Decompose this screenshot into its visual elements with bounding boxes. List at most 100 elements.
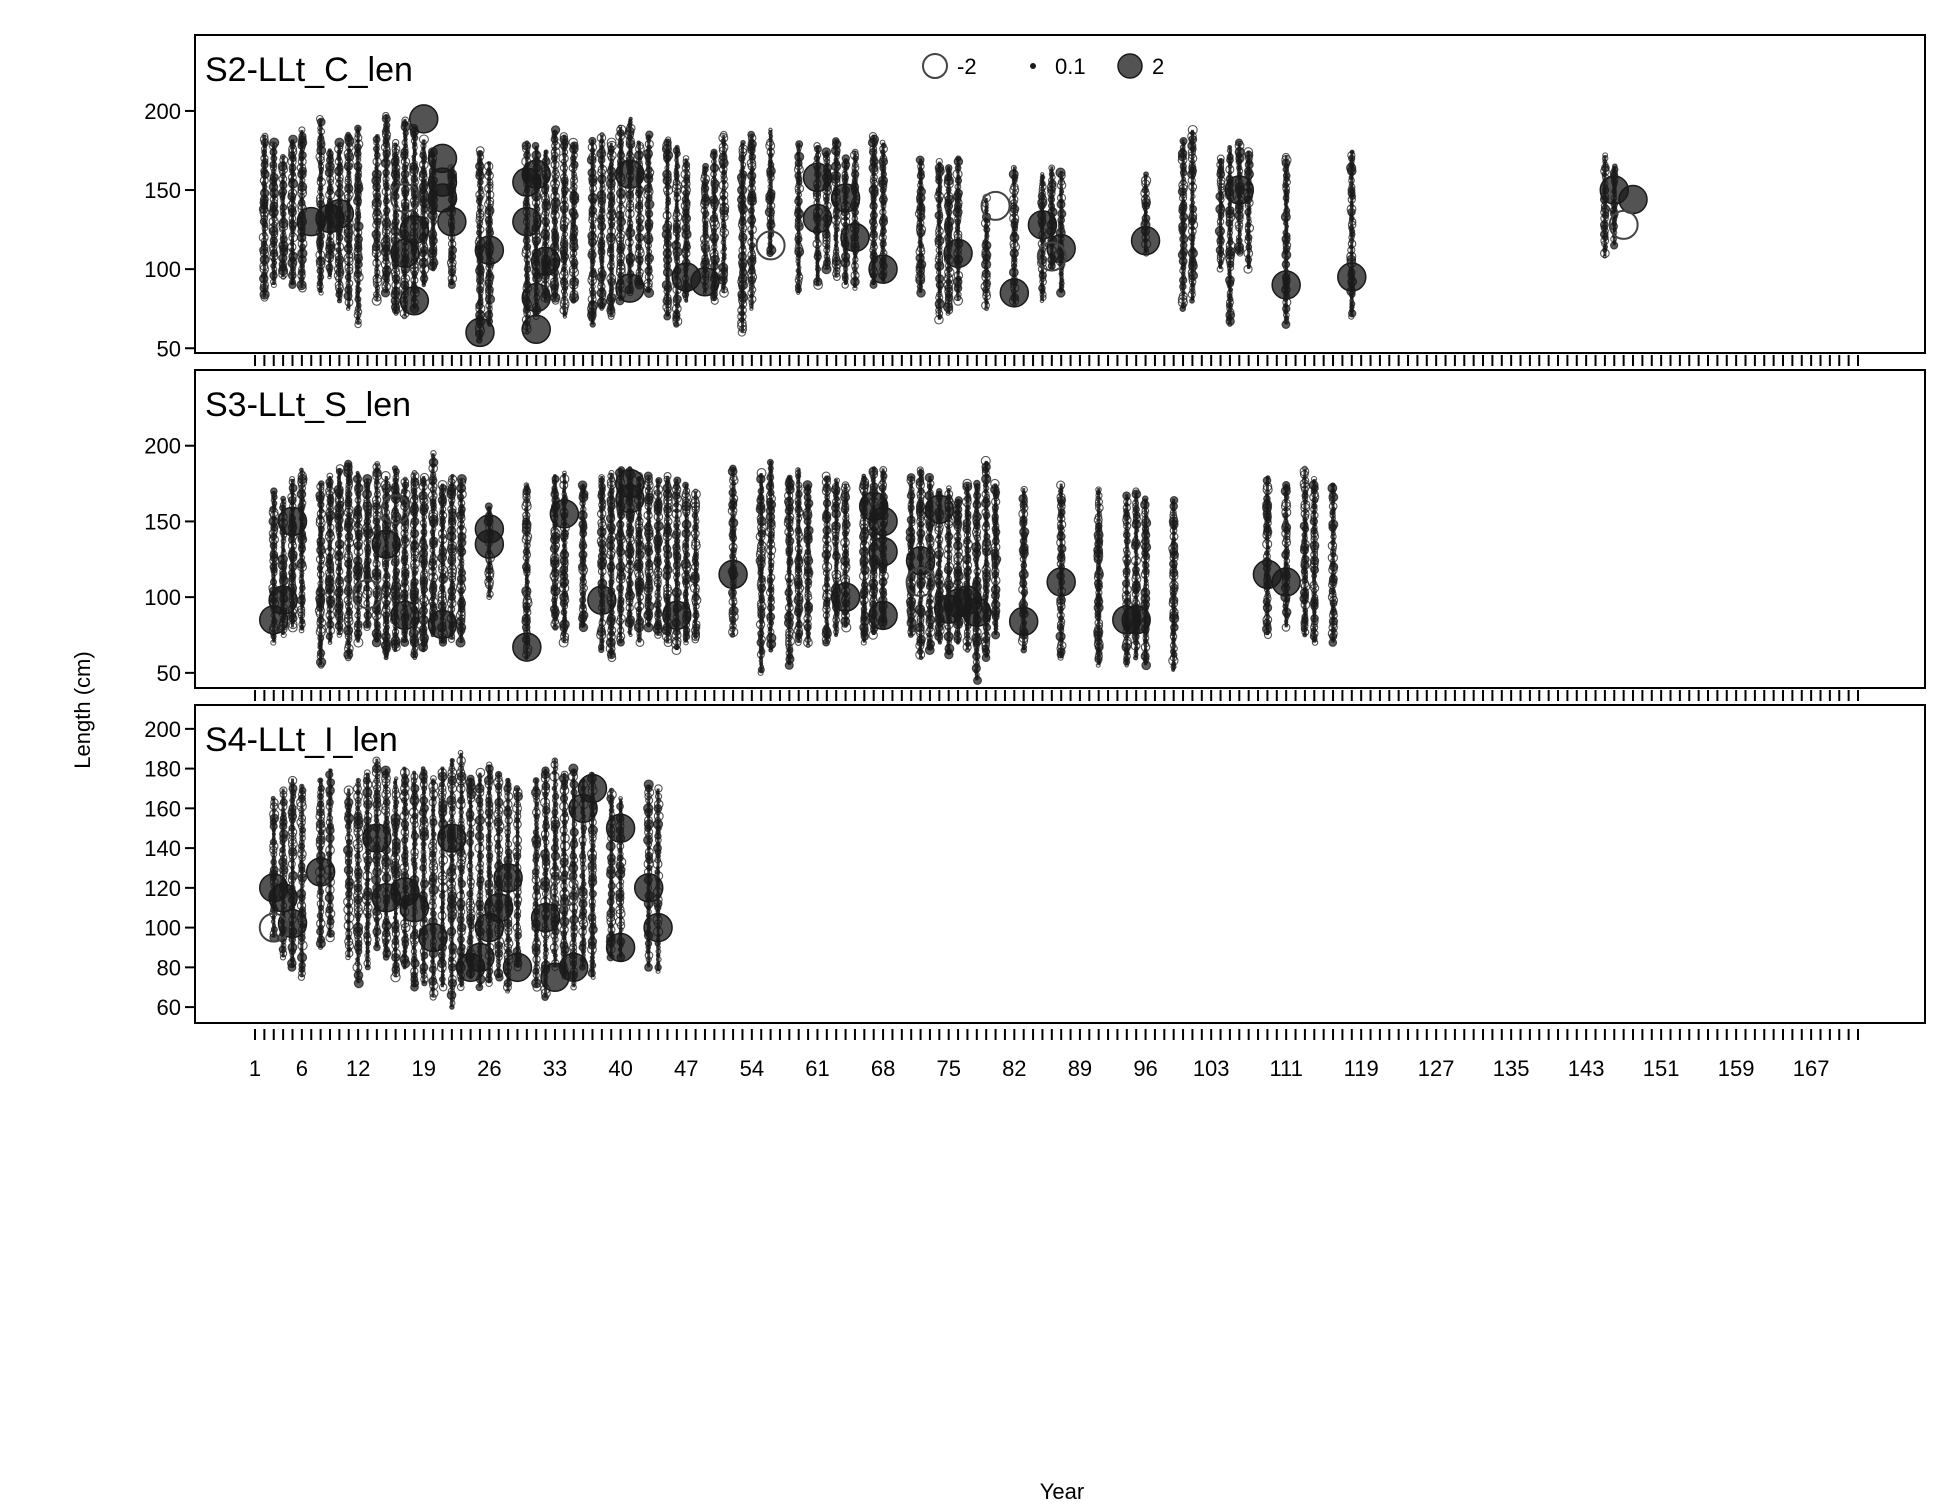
residual-column xyxy=(419,135,429,287)
residual-point xyxy=(1058,210,1066,218)
large-residual-point xyxy=(513,208,541,236)
large-residual-point xyxy=(532,247,560,275)
residual-column xyxy=(672,145,682,327)
residual-point xyxy=(544,150,548,154)
panel-title: S2-LLt_C_len xyxy=(205,51,413,89)
residual-column xyxy=(1188,125,1198,303)
residual-point xyxy=(354,162,362,170)
residual-point xyxy=(457,475,466,484)
residual-point xyxy=(1282,261,1289,268)
residual-point xyxy=(573,277,576,280)
large-residual-point xyxy=(1028,211,1056,239)
residual-column xyxy=(737,140,747,336)
residual-point xyxy=(710,233,719,242)
residual-point xyxy=(487,162,490,165)
residual-column xyxy=(606,138,616,319)
residual-column xyxy=(259,133,269,301)
residual-point xyxy=(663,170,671,178)
large-residual-point xyxy=(1600,176,1628,204)
residual-point xyxy=(422,491,425,494)
large-residual-point xyxy=(522,160,550,188)
y-tick-label: 50 xyxy=(157,336,181,361)
residual-point xyxy=(936,275,944,283)
residual-point xyxy=(281,496,286,501)
residual-column xyxy=(381,112,391,296)
residual-column xyxy=(915,156,925,297)
residual-column xyxy=(372,135,382,306)
residual-column xyxy=(1056,168,1066,297)
large-residual-point xyxy=(325,200,353,228)
residual-column xyxy=(559,133,569,319)
residual-point xyxy=(410,162,418,170)
residual-point xyxy=(1180,138,1187,145)
large-residual-point xyxy=(944,239,972,267)
residual-point xyxy=(451,474,454,477)
panel-title: S3-LLt_S_len xyxy=(205,386,411,424)
residual-point xyxy=(796,141,803,148)
residual-point xyxy=(956,156,961,161)
residual-point xyxy=(675,203,678,206)
residual-point xyxy=(816,264,819,267)
large-residual-point xyxy=(391,239,419,267)
large-residual-point xyxy=(438,208,466,236)
residual-point xyxy=(363,475,372,484)
residual-point xyxy=(682,196,689,203)
residual-point xyxy=(383,182,389,188)
residual-column xyxy=(1244,148,1254,273)
y-tick-label: 100 xyxy=(144,585,181,610)
residual-point xyxy=(957,271,960,274)
residual-column xyxy=(297,468,307,633)
residual-point xyxy=(354,557,362,565)
panel-marks xyxy=(259,105,1647,347)
residual-column xyxy=(334,465,344,638)
residual-point xyxy=(711,149,717,155)
y-tick-label: 100 xyxy=(144,257,181,282)
large-residual-point xyxy=(616,160,644,188)
residual-point xyxy=(675,206,678,209)
large-residual-point xyxy=(841,224,869,252)
residual-column xyxy=(391,139,401,315)
residual-column xyxy=(644,131,654,297)
residual-point xyxy=(1049,180,1056,187)
residual-column xyxy=(1178,138,1188,312)
residual-point xyxy=(532,142,539,149)
residual-point xyxy=(328,149,331,152)
residual-point xyxy=(719,263,728,272)
residual-column xyxy=(719,131,729,297)
residual-point xyxy=(270,138,279,147)
residual-column xyxy=(344,460,354,660)
residual-point xyxy=(355,621,363,629)
residual-point xyxy=(392,508,398,514)
residual-point xyxy=(411,530,419,538)
residual-point xyxy=(842,252,850,260)
residual-column xyxy=(315,481,325,668)
residual-point xyxy=(335,138,344,147)
large-residual-point xyxy=(1000,279,1028,307)
residual-point xyxy=(571,161,578,168)
residual-column xyxy=(953,156,963,305)
residual-point xyxy=(411,517,419,525)
residual-point xyxy=(346,132,351,137)
residual-point xyxy=(636,224,643,231)
residual-column xyxy=(935,158,945,324)
residual-point xyxy=(372,230,380,238)
residual-point xyxy=(1056,168,1065,177)
large-residual-point xyxy=(616,274,644,302)
residual-column xyxy=(1281,153,1291,328)
residual-column xyxy=(597,133,607,311)
residual-point xyxy=(945,165,951,171)
panel-x-ticks xyxy=(255,355,1858,366)
y-tick-label: 50 xyxy=(157,661,181,686)
residual-column xyxy=(419,473,429,651)
residual-point xyxy=(822,148,831,157)
residual-point xyxy=(1285,206,1288,209)
residual-column xyxy=(409,471,419,660)
residual-point xyxy=(1611,242,1618,249)
residual-point xyxy=(383,169,390,176)
residual-point xyxy=(750,238,753,241)
residual-point xyxy=(570,142,578,150)
large-residual-point xyxy=(1338,263,1366,291)
residual-point xyxy=(1236,139,1243,146)
residual-point xyxy=(401,148,408,155)
